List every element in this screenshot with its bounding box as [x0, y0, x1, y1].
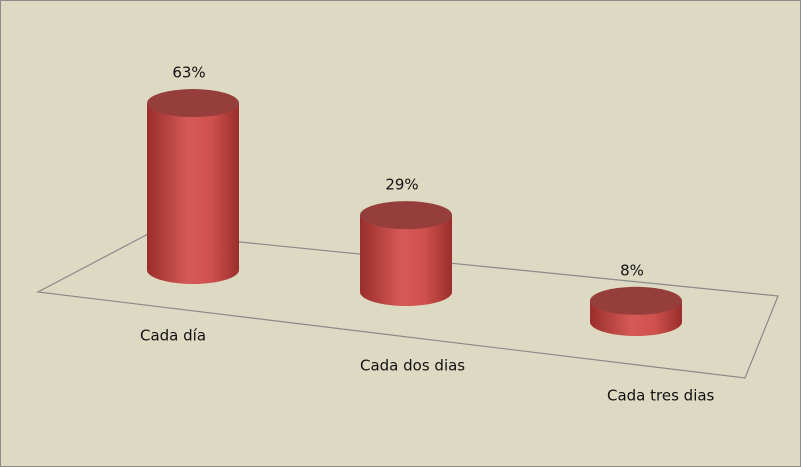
value-label: 8% [620, 261, 644, 279]
category-label: Cada tres dias [607, 387, 715, 405]
floor [36, 232, 779, 379]
category-label: Cada dos dias [360, 357, 465, 375]
value-label: 63% [172, 64, 205, 82]
category-label: Cada día [140, 327, 206, 345]
value-label: 29% [385, 176, 418, 194]
cylinder-body [360, 215, 452, 306]
cylinder-body [147, 103, 239, 284]
cylinder-top [147, 89, 239, 118]
cylinder-top [360, 201, 452, 230]
cylinder-top [590, 286, 682, 315]
